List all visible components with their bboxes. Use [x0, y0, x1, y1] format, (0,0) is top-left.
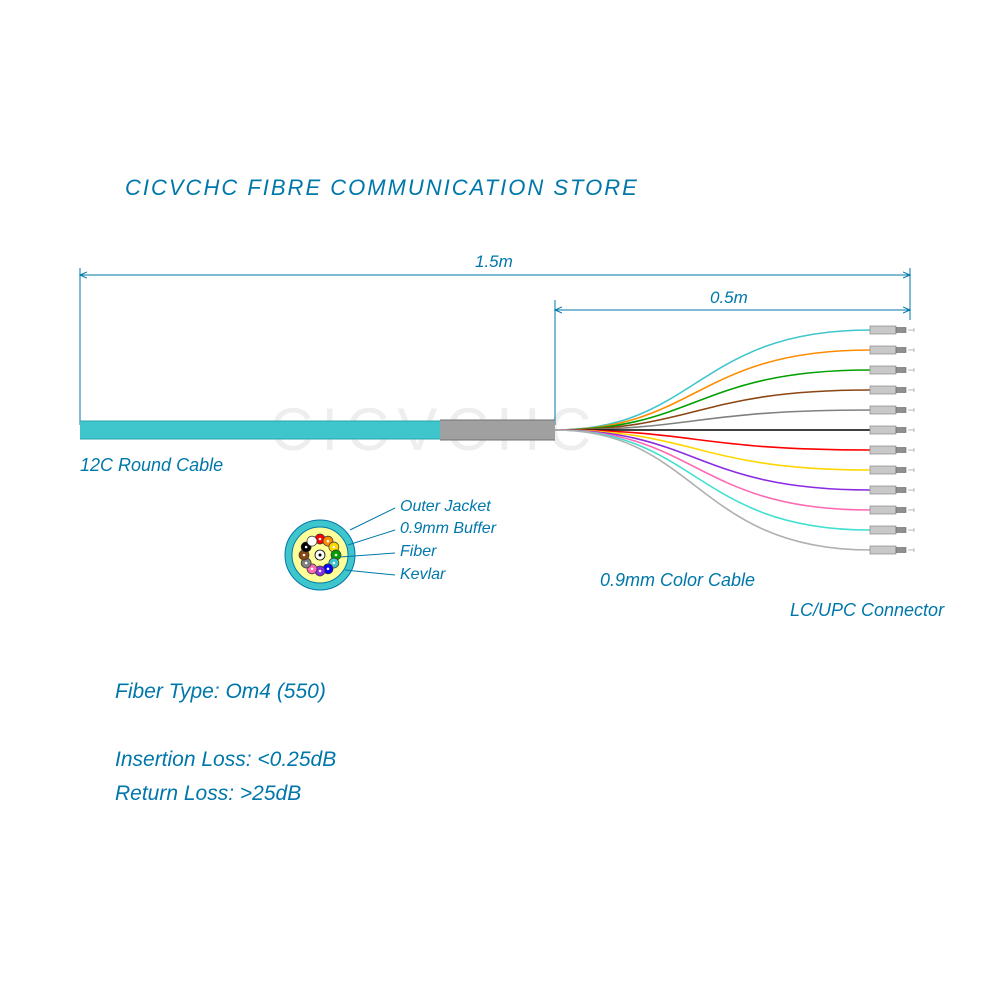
dim-fanout: 0.5m [710, 288, 748, 308]
connector-body [870, 486, 896, 494]
connector-ferrule [896, 408, 906, 413]
fanout-group [555, 326, 914, 554]
connector-body [870, 326, 896, 334]
connector-ferrule [896, 368, 906, 373]
label-buffer: 0.9mm Buffer [400, 520, 496, 538]
connector-body [870, 506, 896, 514]
connector-body [870, 406, 896, 414]
connector-ferrule [896, 488, 906, 493]
dim-total: 1.5m [475, 252, 513, 272]
label-connector: LC/UPC Connector [790, 600, 944, 621]
splitter-tube [440, 420, 555, 440]
fiber-strand [555, 430, 870, 490]
connector-body [870, 346, 896, 354]
diagram-svg [0, 0, 1000, 1000]
spec-insertion-loss: Insertion Loss: <0.25dB [115, 748, 336, 772]
label-fiber: Fiber [400, 543, 436, 561]
label-color-cable: 0.9mm Color Cable [600, 570, 755, 591]
cross-section [285, 520, 355, 590]
connector-body [870, 386, 896, 394]
connector-ferrule [896, 468, 906, 473]
connector-ferrule [896, 388, 906, 393]
spec-fiber-type: Fiber Type: Om4 (550) [115, 680, 326, 704]
fiber-strand [555, 330, 870, 430]
fiber-strand [555, 370, 870, 430]
connector-ferrule [896, 448, 906, 453]
connector-ferrule [896, 548, 906, 553]
fiber-strand [555, 430, 870, 530]
label-outer-jacket: Outer Jacket [400, 498, 491, 516]
connector-ferrule [896, 328, 906, 333]
round-cable [80, 421, 440, 439]
connector-body [870, 426, 896, 434]
connector-body [870, 546, 896, 554]
connector-body [870, 466, 896, 474]
connector-body [870, 366, 896, 374]
connector-body [870, 446, 896, 454]
label-round-cable: 12C Round Cable [80, 455, 223, 476]
connector-ferrule [896, 348, 906, 353]
fiber-strand [555, 430, 870, 550]
connector-ferrule [896, 428, 906, 433]
label-kevlar: Kevlar [400, 566, 445, 584]
connector-body [870, 526, 896, 534]
spec-return-loss: Return Loss: >25dB [115, 782, 301, 806]
connector-ferrule [896, 508, 906, 513]
connector-ferrule [896, 528, 906, 533]
